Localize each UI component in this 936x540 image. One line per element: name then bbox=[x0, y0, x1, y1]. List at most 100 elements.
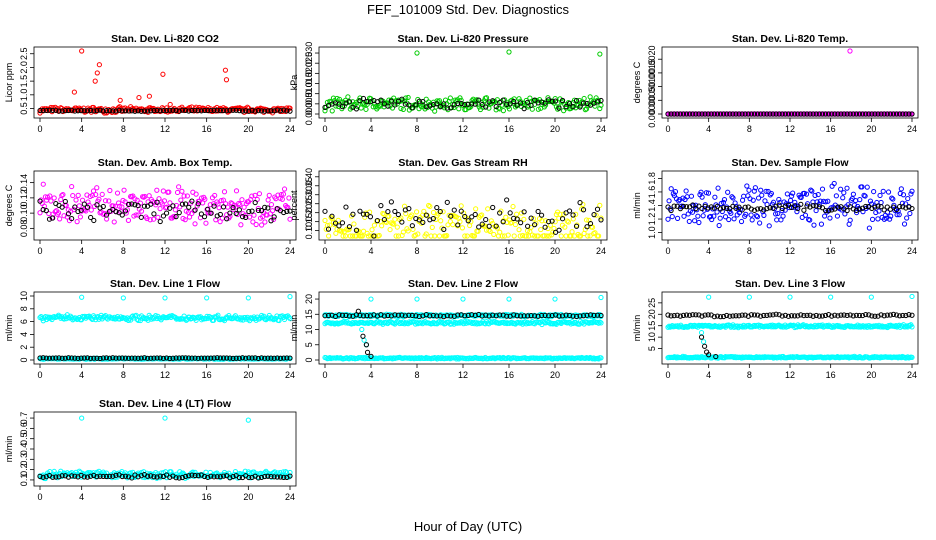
data-point bbox=[826, 208, 832, 214]
data-point bbox=[287, 294, 293, 300]
data-point bbox=[233, 355, 239, 361]
data-point bbox=[56, 355, 62, 361]
x-tick-label: 20 bbox=[550, 124, 560, 134]
data-point bbox=[471, 233, 478, 239]
data-point bbox=[246, 208, 252, 215]
data-point bbox=[511, 233, 517, 239]
x-tick-label: 16 bbox=[826, 124, 836, 134]
data-point bbox=[84, 355, 91, 361]
data-point bbox=[399, 320, 405, 327]
data-point bbox=[768, 190, 774, 197]
data-point bbox=[148, 355, 154, 361]
data-point bbox=[141, 355, 148, 361]
data-point bbox=[113, 355, 119, 361]
y-tick-label: 0.10 bbox=[304, 222, 314, 240]
data-point bbox=[847, 312, 853, 318]
data-point bbox=[876, 208, 882, 214]
data-point bbox=[852, 197, 859, 204]
data-point bbox=[479, 313, 485, 319]
data-point bbox=[409, 312, 415, 319]
data-point bbox=[683, 188, 689, 194]
x-tick-label: 8 bbox=[747, 246, 752, 256]
data-point bbox=[322, 313, 328, 319]
y-tick-label: 0 bbox=[19, 357, 29, 362]
data-point bbox=[93, 191, 99, 198]
y-tick-label: 1.8 bbox=[647, 172, 657, 185]
data-point bbox=[469, 214, 475, 220]
data-point bbox=[272, 469, 278, 475]
data-point bbox=[804, 312, 810, 318]
data-point bbox=[447, 95, 453, 101]
data-point bbox=[57, 216, 63, 222]
data-point bbox=[742, 111, 748, 117]
x-tick-label: 12 bbox=[160, 492, 170, 502]
data-point bbox=[369, 227, 375, 233]
data-point bbox=[881, 313, 887, 319]
data-point bbox=[898, 186, 904, 192]
data-point bbox=[784, 191, 790, 197]
data-point bbox=[881, 111, 887, 117]
data-point bbox=[279, 196, 285, 202]
data-point bbox=[399, 312, 405, 318]
data-point bbox=[853, 111, 860, 117]
data-point bbox=[121, 187, 127, 193]
data-point bbox=[490, 204, 496, 211]
data-point bbox=[371, 222, 378, 228]
data-point bbox=[72, 108, 78, 114]
data-point bbox=[362, 356, 368, 362]
data-point bbox=[286, 474, 292, 480]
data-point bbox=[133, 212, 139, 218]
data-point bbox=[217, 355, 223, 361]
data-point bbox=[577, 313, 583, 319]
data-point bbox=[119, 212, 125, 218]
data-point bbox=[671, 111, 677, 117]
data-point bbox=[37, 198, 43, 204]
data-point bbox=[758, 313, 764, 319]
data-point bbox=[840, 195, 846, 201]
data-point bbox=[409, 212, 415, 218]
data-point bbox=[785, 111, 792, 117]
data-point bbox=[504, 101, 510, 107]
data-point bbox=[720, 205, 727, 211]
data-point bbox=[329, 213, 335, 219]
data-point bbox=[91, 217, 97, 224]
data-point bbox=[364, 101, 370, 107]
data-point bbox=[415, 231, 421, 237]
data-point bbox=[227, 107, 233, 113]
data-point bbox=[350, 211, 356, 217]
data-point bbox=[761, 212, 767, 218]
data-point bbox=[598, 102, 604, 108]
data-point bbox=[50, 107, 56, 113]
data-point bbox=[141, 203, 148, 209]
data-point bbox=[708, 204, 714, 210]
data-point bbox=[173, 214, 179, 220]
data-point bbox=[274, 474, 280, 480]
data-point bbox=[486, 223, 492, 229]
y-tick-label: 1.0 bbox=[647, 226, 657, 239]
data-point bbox=[521, 216, 527, 222]
data-point bbox=[37, 210, 43, 216]
data-point bbox=[134, 197, 140, 203]
data-point bbox=[459, 225, 465, 231]
x-tick-label: 12 bbox=[160, 370, 170, 380]
data-point bbox=[563, 233, 569, 239]
data-point bbox=[132, 108, 138, 114]
data-point bbox=[135, 202, 141, 209]
data-point bbox=[544, 233, 550, 239]
data-point bbox=[570, 212, 576, 218]
data-point bbox=[126, 108, 132, 114]
data-point bbox=[91, 108, 97, 114]
y-tick-label: 10 bbox=[304, 325, 314, 335]
series-cyan bbox=[322, 354, 604, 362]
data-point bbox=[97, 355, 103, 362]
data-point bbox=[222, 67, 229, 73]
data-point bbox=[388, 199, 394, 205]
data-point bbox=[287, 108, 293, 114]
panel-title: Stan. Dev. Li-820 CO2 bbox=[111, 33, 219, 45]
data-point bbox=[281, 186, 288, 192]
data-point bbox=[158, 470, 164, 476]
data-point bbox=[277, 355, 284, 361]
panel-2: Stan. Dev. Li-820 Pressure kPa 0 4 8 12 16 20 24… bbox=[289, 33, 608, 134]
data-point bbox=[192, 355, 198, 361]
